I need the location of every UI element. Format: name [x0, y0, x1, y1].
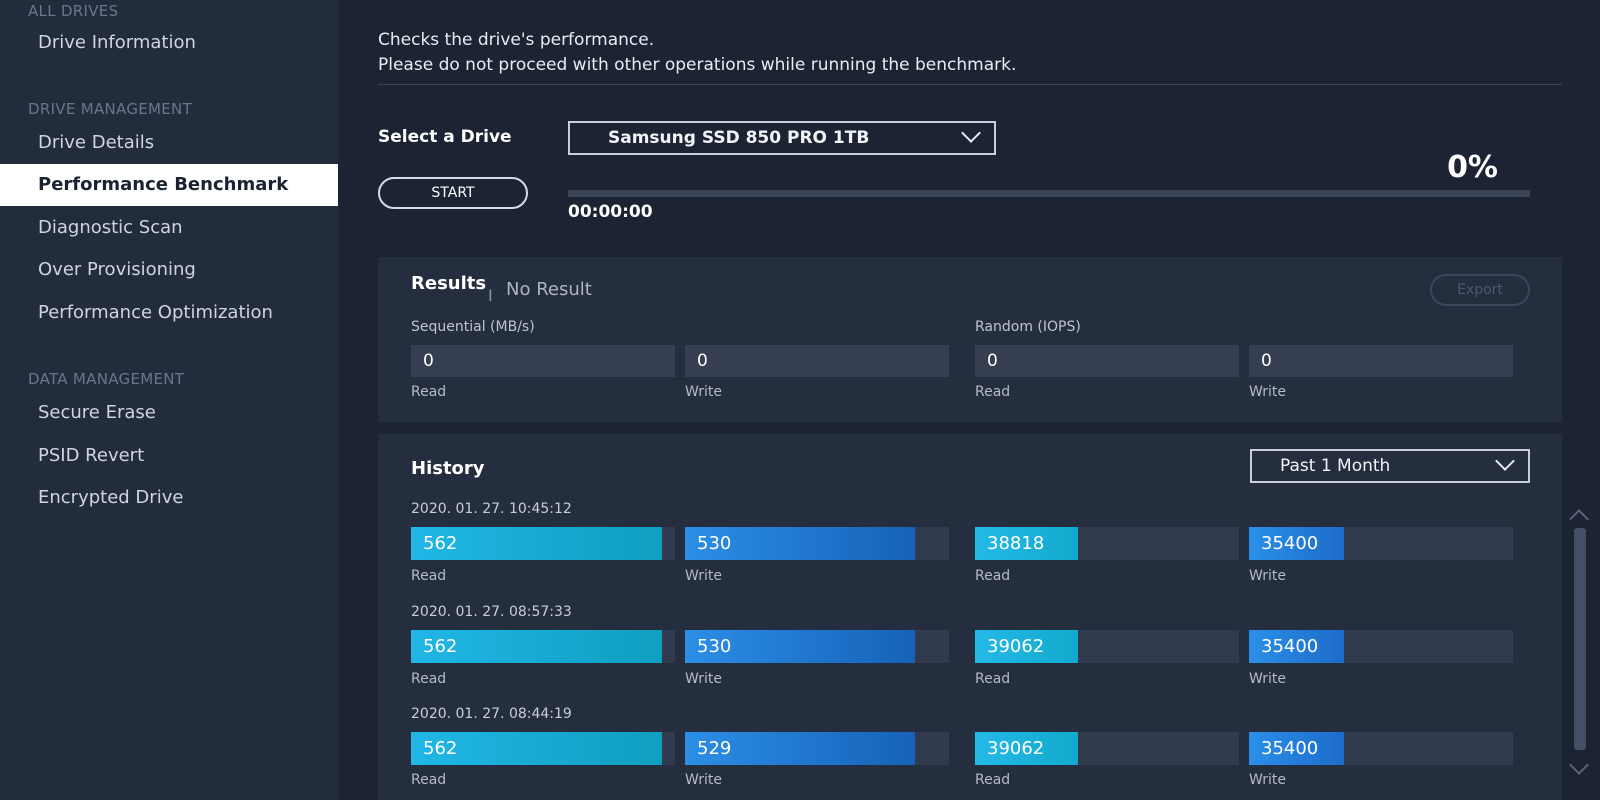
history-rnd-read-bar: 39062: [975, 732, 1239, 765]
history-rnd-read-bar: 39062: [975, 630, 1239, 663]
history-range-select[interactable]: Past 1 Month: [1250, 449, 1530, 483]
divider: [378, 84, 1562, 85]
scroll-down-icon[interactable]: [1569, 755, 1589, 775]
sidebar-item-encrypted-drive[interactable]: Encrypted Drive: [38, 487, 184, 508]
history-rnd-write-value: 35400: [1249, 630, 1345, 663]
history-seq-read-bar: 562: [411, 630, 675, 663]
rnd-read-label: Read: [975, 384, 1011, 400]
sidebar-section-drive-management: DRIVE MANAGEMENT: [28, 100, 193, 118]
drive-select-value: Samsung SSD 850 PRO 1TB: [608, 128, 870, 148]
history-rnd-write-bar: 35400: [1249, 630, 1513, 663]
random-label: Random (IOPS): [975, 319, 1081, 335]
seq-write-value: 0: [685, 345, 949, 377]
history-read-label: Read: [975, 772, 1011, 788]
page-description: Checks the drive's performance. Please d…: [378, 28, 1016, 78]
history-seq-write-value: 530: [685, 630, 915, 663]
history-write-label: Write: [685, 568, 722, 584]
history-rnd-read-value: 38818: [975, 527, 1078, 560]
rnd-read-value: 0: [975, 345, 1239, 377]
chevron-down-icon: [961, 123, 981, 143]
history-seq-read-value: 562: [411, 732, 662, 765]
rnd-write-value: 0: [1249, 345, 1513, 377]
export-button[interactable]: Export: [1430, 274, 1530, 306]
sidebar-item-performance-optimization[interactable]: Performance Optimization: [38, 302, 273, 323]
select-drive-label: Select a Drive: [378, 127, 512, 147]
history-rnd-write-value: 35400: [1249, 527, 1345, 560]
history-read-label: Read: [411, 568, 447, 584]
history-seq-write-value: 529: [685, 732, 915, 765]
sidebar-item-diagnostic-scan[interactable]: Diagnostic Scan: [38, 217, 183, 238]
history-seq-write-value: 530: [685, 527, 915, 560]
scroll-up-icon[interactable]: [1569, 509, 1589, 529]
sidebar-item-psid-revert[interactable]: PSID Revert: [38, 445, 145, 466]
start-button[interactable]: START: [378, 177, 528, 209]
sequential-label: Sequential (MB/s): [411, 319, 535, 335]
history-read-label: Read: [411, 671, 447, 687]
results-title: Results: [411, 273, 487, 294]
history-write-label: Write: [685, 772, 722, 788]
history-read-label: Read: [975, 568, 1011, 584]
progress-bar: [568, 190, 1530, 197]
results-separator: I: [488, 286, 493, 305]
history-rnd-read-bar: 38818: [975, 527, 1239, 560]
sidebar-item-secure-erase[interactable]: Secure Erase: [38, 402, 156, 423]
history-seq-read-bar: 562: [411, 732, 675, 765]
history-write-label: Write: [685, 671, 722, 687]
sidebar-item-drive-information[interactable]: Drive Information: [38, 32, 196, 53]
seq-write-label: Write: [685, 384, 722, 400]
sidebar-section-data-management: DATA MANAGEMENT: [28, 370, 185, 388]
history-seq-write-bar: 530: [685, 630, 949, 663]
sidebar: ALL DRIVES Drive Information DRIVE MANAG…: [0, 0, 338, 800]
history-write-label: Write: [1249, 671, 1286, 687]
history-date: 2020. 01. 27. 08:44:19: [411, 706, 572, 722]
sidebar-item-over-provisioning[interactable]: Over Provisioning: [38, 259, 196, 280]
history-write-label: Write: [1249, 568, 1286, 584]
history-rnd-write-bar: 35400: [1249, 732, 1513, 765]
seq-read-value: 0: [411, 345, 675, 377]
history-panel: History Past 1 Month 2020. 01. 27. 10:45…: [378, 434, 1562, 800]
results-panel: Results I No Result Export Sequential (M…: [378, 257, 1562, 422]
results-status: No Result: [506, 279, 592, 300]
drive-select[interactable]: Samsung SSD 850 PRO 1TB: [568, 121, 996, 155]
history-range-value: Past 1 Month: [1280, 456, 1391, 476]
progress-percent: 0%: [1447, 150, 1498, 185]
seq-read-label: Read: [411, 384, 447, 400]
history-rnd-write-value: 35400: [1249, 732, 1345, 765]
history-rnd-read-value: 39062: [975, 630, 1078, 663]
history-date: 2020. 01. 27. 08:57:33: [411, 604, 572, 620]
history-read-label: Read: [975, 671, 1011, 687]
history-seq-write-bar: 529: [685, 732, 949, 765]
rnd-write-label: Write: [1249, 384, 1286, 400]
main-content: Checks the drive's performance. Please d…: [338, 0, 1600, 800]
description-line-1: Checks the drive's performance.: [378, 30, 655, 50]
chevron-down-icon: [1495, 451, 1515, 471]
sidebar-item-performance-benchmark[interactable]: Performance Benchmark: [0, 164, 338, 206]
scrollbar-thumb[interactable]: [1574, 528, 1586, 750]
history-rnd-write-bar: 35400: [1249, 527, 1513, 560]
history-write-label: Write: [1249, 772, 1286, 788]
history-read-label: Read: [411, 772, 447, 788]
history-title: History: [411, 458, 485, 479]
history-date: 2020. 01. 27. 10:45:12: [411, 501, 572, 517]
history-seq-read-bar: 562: [411, 527, 675, 560]
history-seq-write-bar: 530: [685, 527, 949, 560]
history-seq-read-value: 562: [411, 630, 662, 663]
sidebar-item-drive-details[interactable]: Drive Details: [38, 132, 155, 153]
history-seq-read-value: 562: [411, 527, 662, 560]
history-rnd-read-value: 39062: [975, 732, 1078, 765]
elapsed-time: 00:00:00: [568, 202, 653, 222]
description-line-2: Please do not proceed with other operati…: [378, 55, 1017, 75]
sidebar-section-all-drives: ALL DRIVES: [28, 2, 119, 20]
